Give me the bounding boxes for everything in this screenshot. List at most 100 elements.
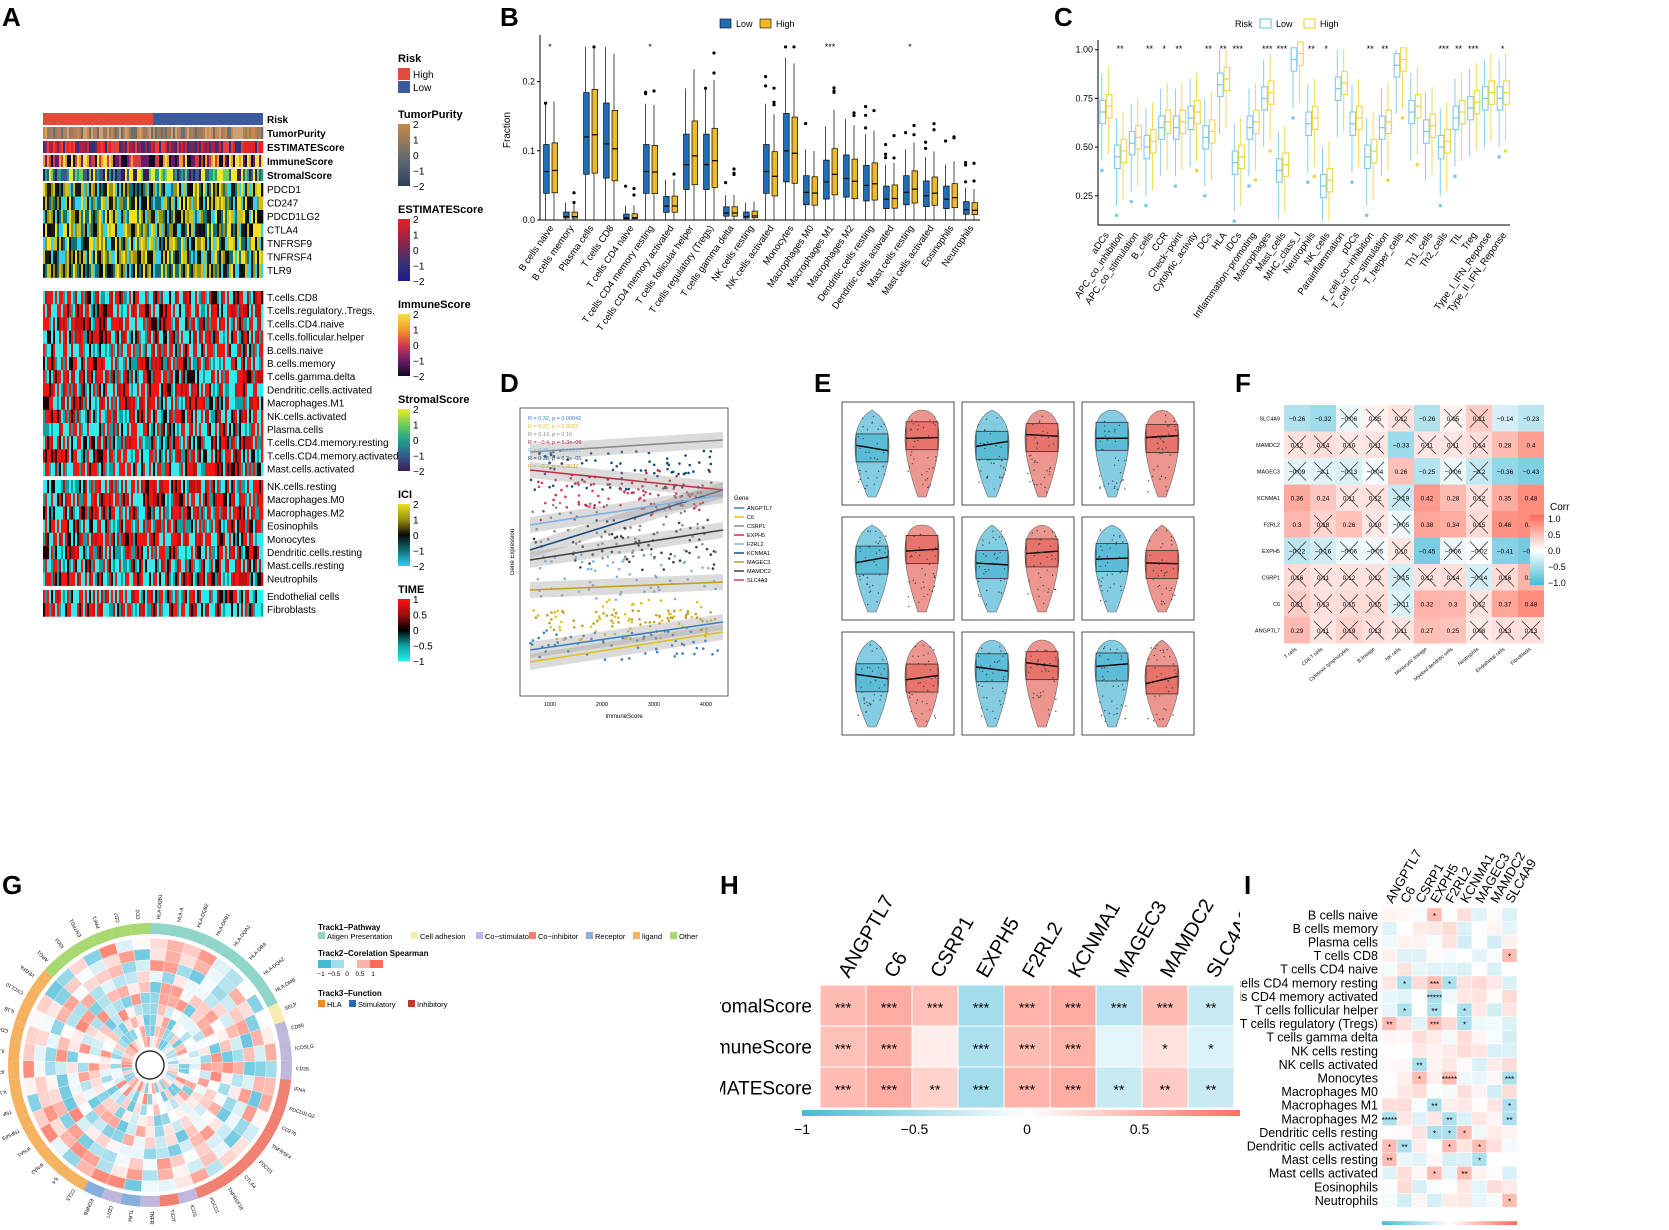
a-track-cell [63,155,65,167]
a-ici-cell [203,183,205,197]
a-time-cell [107,291,109,305]
a-track-cell [255,127,257,139]
a-time-cell [77,423,79,437]
a-ici-cell [223,224,225,238]
a-ici-cell [83,210,85,224]
a-time-cell [105,603,107,617]
a-time-cell [105,533,107,547]
a-time-cell [243,520,245,534]
a-time-cell [63,493,65,507]
a-time-cell [129,572,131,586]
a-time-cell [197,291,199,305]
a-track-cell [233,127,235,139]
a-time-cell [151,344,153,358]
a-time-cell [217,506,219,520]
a-time-cell [147,331,149,345]
a-time-cell [173,291,175,305]
a-time-cell [213,397,215,411]
a-time-cell [221,344,223,358]
a-time-cell [207,520,209,534]
a-time-cell [73,533,75,547]
c-outlier [1453,175,1457,179]
a-ici-cell [63,237,65,251]
a-time-cell [171,533,173,547]
a-time-cell [121,533,123,547]
a-time-cell [219,590,221,604]
a-time-cell [223,590,225,604]
a-time-cell [225,304,227,318]
a-time-cell [213,304,215,318]
a-ici-cell [243,210,245,224]
a-time-cell [97,410,99,424]
a-ici-cell [237,264,239,278]
panel-f-label: F [1235,368,1251,399]
a-time-cell [241,603,243,617]
a-time-cell [237,331,239,345]
a-ici-cell [149,183,151,197]
a-time-cell [73,493,75,507]
a-time-cell [225,463,227,477]
a-time-cell [81,423,83,437]
a-time-cell [109,546,111,560]
a-time-cell [163,331,165,345]
a-time-cell [189,291,191,305]
a-time-cell [149,370,151,384]
a-time-cell [183,546,185,560]
a-time-cell [173,304,175,318]
a-track-cell [95,169,97,181]
a-time-cell [169,546,171,560]
a-time-cell [189,590,191,604]
d-point [672,471,675,474]
a-time-cell [141,397,143,411]
a-time-cell [247,370,249,384]
a-time-cell [233,590,235,604]
a-time-cell [105,449,107,463]
a-ici-cell [89,237,91,251]
a-track-cell [67,141,69,153]
a-ici-cell [103,237,105,251]
a-time-cell [117,370,119,384]
a-time-cell [167,590,169,604]
a-ici-cell [237,251,239,265]
a-track-cell [193,155,195,167]
a-ici-cell [213,197,215,211]
a-time-cell [99,493,101,507]
a-track-cell [217,141,219,153]
a-ici-cell [75,237,77,251]
a-track-cell [187,155,189,167]
a-time-cell [259,603,261,617]
a-track-cell [111,169,113,181]
a-time-cell [91,423,93,437]
a-time-cell [95,603,97,617]
a-track-cell [55,127,57,139]
a-time-cell [73,603,75,617]
a-time-cell [171,344,173,358]
d-point [634,469,637,472]
a-ici-cell [141,197,143,211]
a-time-cell [217,436,219,450]
a-time-cell [51,423,53,437]
a-ici-cell [197,224,199,238]
a-ici-cell [255,224,257,238]
a-time-cell [45,533,47,547]
a-time-cell [89,304,91,318]
a-time-cell [111,603,113,617]
a-track-cell [247,141,249,153]
a-time-cell [223,331,225,345]
a-time-cell [51,331,53,345]
a-time-cell [231,559,233,573]
a-track-cell [245,169,247,181]
a-track-cell [97,169,99,181]
a-time-cell [231,370,233,384]
d-point [537,578,540,581]
a-track-cell [153,141,155,153]
a-ici-cell [231,251,233,265]
d-point [624,613,627,616]
a-time-cell [47,463,49,477]
a-time-cell [79,357,81,371]
d-point [685,616,688,619]
a-track-cell [191,169,193,181]
a-track-cell [185,127,187,139]
a-time-cell [83,493,85,507]
a-ici-cell [261,197,263,211]
